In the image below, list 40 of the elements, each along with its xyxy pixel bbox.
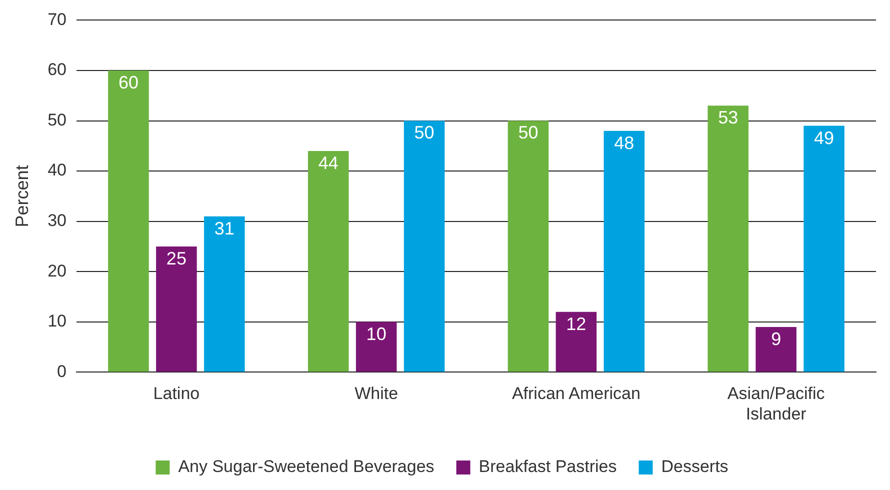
- y-axis-title: Percent: [12, 165, 32, 228]
- x-tick-label: African American: [512, 384, 640, 404]
- data-label: 12: [566, 314, 586, 334]
- x-tick-label: Asian/Pacific Islander: [727, 384, 826, 424]
- bar: [604, 130, 645, 372]
- bar: [204, 216, 245, 372]
- bar: [156, 246, 197, 372]
- legend-label: Desserts: [661, 457, 728, 476]
- y-tick-label: 0: [57, 362, 67, 381]
- y-tick-label: 70: [48, 10, 67, 29]
- y-tick-label: 40: [48, 160, 67, 180]
- legend-label: Any Sugar-Sweetened Beverages: [178, 457, 434, 476]
- y-tick-label: 20: [48, 261, 67, 280]
- bar: [356, 322, 397, 372]
- x-tick-label: Latino: [153, 384, 200, 404]
- data-label: 50: [414, 122, 434, 143]
- data-label: 49: [814, 128, 834, 148]
- y-tick-label: 10: [48, 312, 67, 331]
- y-tick-label: 60: [48, 60, 67, 80]
- bar: [756, 326, 796, 372]
- data-label: 50: [518, 122, 538, 143]
- x-tick-label: White: [354, 384, 398, 404]
- legend-label: Breakfast Pastries: [478, 457, 617, 476]
- bar: [108, 70, 149, 372]
- data-label: 48: [614, 132, 634, 153]
- bar: [308, 150, 349, 372]
- data-label: 44: [318, 152, 338, 173]
- data-label: 10: [366, 324, 386, 344]
- y-tick-label: 50: [48, 110, 67, 130]
- bar: [556, 312, 597, 372]
- bar: [404, 120, 445, 372]
- data-label: 60: [118, 72, 138, 92]
- y-tick-label: 30: [48, 211, 67, 230]
- bar: [508, 120, 549, 372]
- data-label: 53: [718, 108, 738, 128]
- data-label: 31: [214, 218, 234, 238]
- data-label: 25: [166, 248, 186, 268]
- bar: [804, 126, 844, 372]
- data-label: 9: [771, 328, 782, 349]
- bar: [708, 106, 748, 372]
